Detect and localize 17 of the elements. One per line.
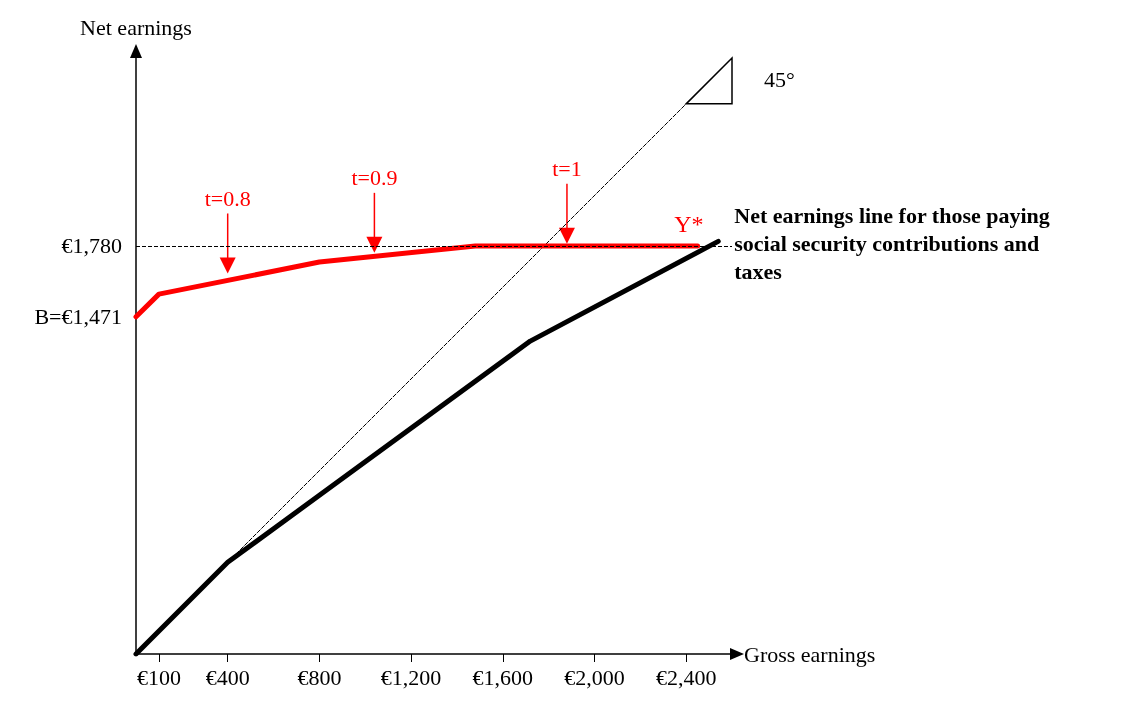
y-tick-label: B=€1,471 bbox=[34, 304, 122, 330]
x-tick-label: €2,000 bbox=[564, 664, 625, 690]
x-tick-label: €400 bbox=[205, 664, 250, 690]
annotation: t=0.8 bbox=[204, 185, 251, 211]
x-tick-label: €1,600 bbox=[472, 664, 534, 690]
y-axis-title: Net earnings bbox=[80, 14, 192, 40]
annotation: t=1 bbox=[552, 156, 582, 182]
series-label: Net earnings line for those paying social security contributions and taxes bbox=[734, 202, 1056, 284]
x-tick-label: €2,400 bbox=[655, 664, 717, 690]
x-tick-label: €800 bbox=[297, 664, 342, 690]
text: 45° bbox=[764, 66, 795, 92]
x-tick-label: €1,200 bbox=[380, 664, 442, 690]
series-label: Y* bbox=[674, 210, 704, 237]
x-tick-label: €100 bbox=[136, 664, 181, 690]
annotation: t=0.9 bbox=[351, 165, 398, 191]
y-tick-label: €1,780 bbox=[61, 233, 122, 259]
x-axis-title: Gross earnings bbox=[744, 641, 876, 667]
